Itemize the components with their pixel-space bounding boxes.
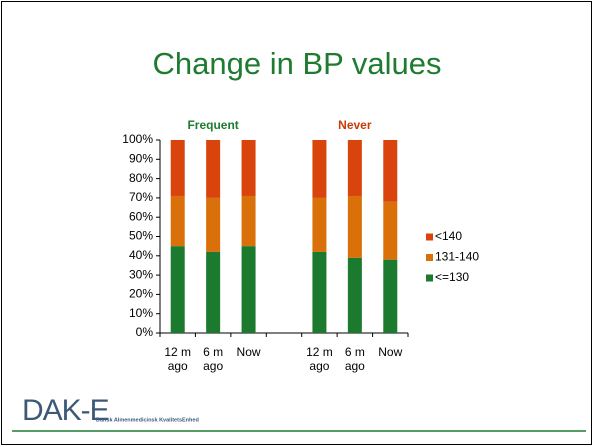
x-tick-label: 6 m ago	[344, 345, 365, 373]
y-tick-label: 80%	[129, 171, 153, 185]
bar-segment	[347, 257, 362, 333]
bar-segment	[383, 140, 398, 202]
legend-label: 131-140	[435, 250, 479, 264]
y-tick-label: 100%	[122, 132, 153, 146]
legend-swatch	[426, 274, 433, 282]
y-tick-label: 0%	[136, 325, 154, 339]
legend-label: <=130	[435, 270, 469, 284]
bar-segment	[383, 201, 398, 260]
bar-segment	[312, 251, 327, 333]
bar-segment	[206, 197, 221, 252]
chart-title: Change in BP values	[153, 46, 442, 81]
x-tick-label: 12 m ago	[164, 345, 192, 373]
bar-segment	[241, 195, 256, 247]
y-tick-label: 40%	[129, 248, 153, 262]
bar-segment	[347, 195, 362, 258]
x-tick-label: Now	[236, 345, 261, 359]
legend-label: <140	[435, 229, 462, 243]
bar-segment	[170, 195, 185, 247]
y-tick-label: 20%	[129, 287, 153, 301]
y-tick-label: 70%	[129, 190, 153, 204]
bar-segment	[206, 140, 221, 198]
y-tick-label: 60%	[129, 209, 153, 223]
bar-segment	[170, 140, 185, 196]
logo-name: DAK-E	[22, 394, 109, 427]
y-tick-label: 10%	[129, 306, 153, 320]
bar-segment	[241, 140, 256, 196]
bar-segment	[347, 140, 362, 196]
bar-segment	[312, 197, 327, 252]
x-tick-label: Now	[378, 345, 403, 359]
group-label: Never	[338, 118, 372, 132]
y-tick-label: 30%	[129, 267, 153, 281]
y-tick-label: 50%	[129, 229, 153, 243]
bar-segment	[312, 140, 327, 198]
bar-segment	[170, 246, 185, 333]
bar-segment	[206, 251, 221, 333]
y-tick-label: 90%	[129, 151, 153, 165]
group-label: Frequent	[187, 118, 238, 132]
legend-swatch	[426, 254, 433, 261]
x-tick-label: 12 m ago	[306, 345, 333, 373]
logo-subtitle: Dansk Almenmedicinsk KvalitetsEnhed	[96, 417, 199, 423]
x-tick-label: 6 m ago	[203, 345, 224, 373]
bar-segment	[383, 259, 398, 333]
legend-swatch	[426, 233, 433, 241]
bar-segment	[241, 246, 256, 333]
